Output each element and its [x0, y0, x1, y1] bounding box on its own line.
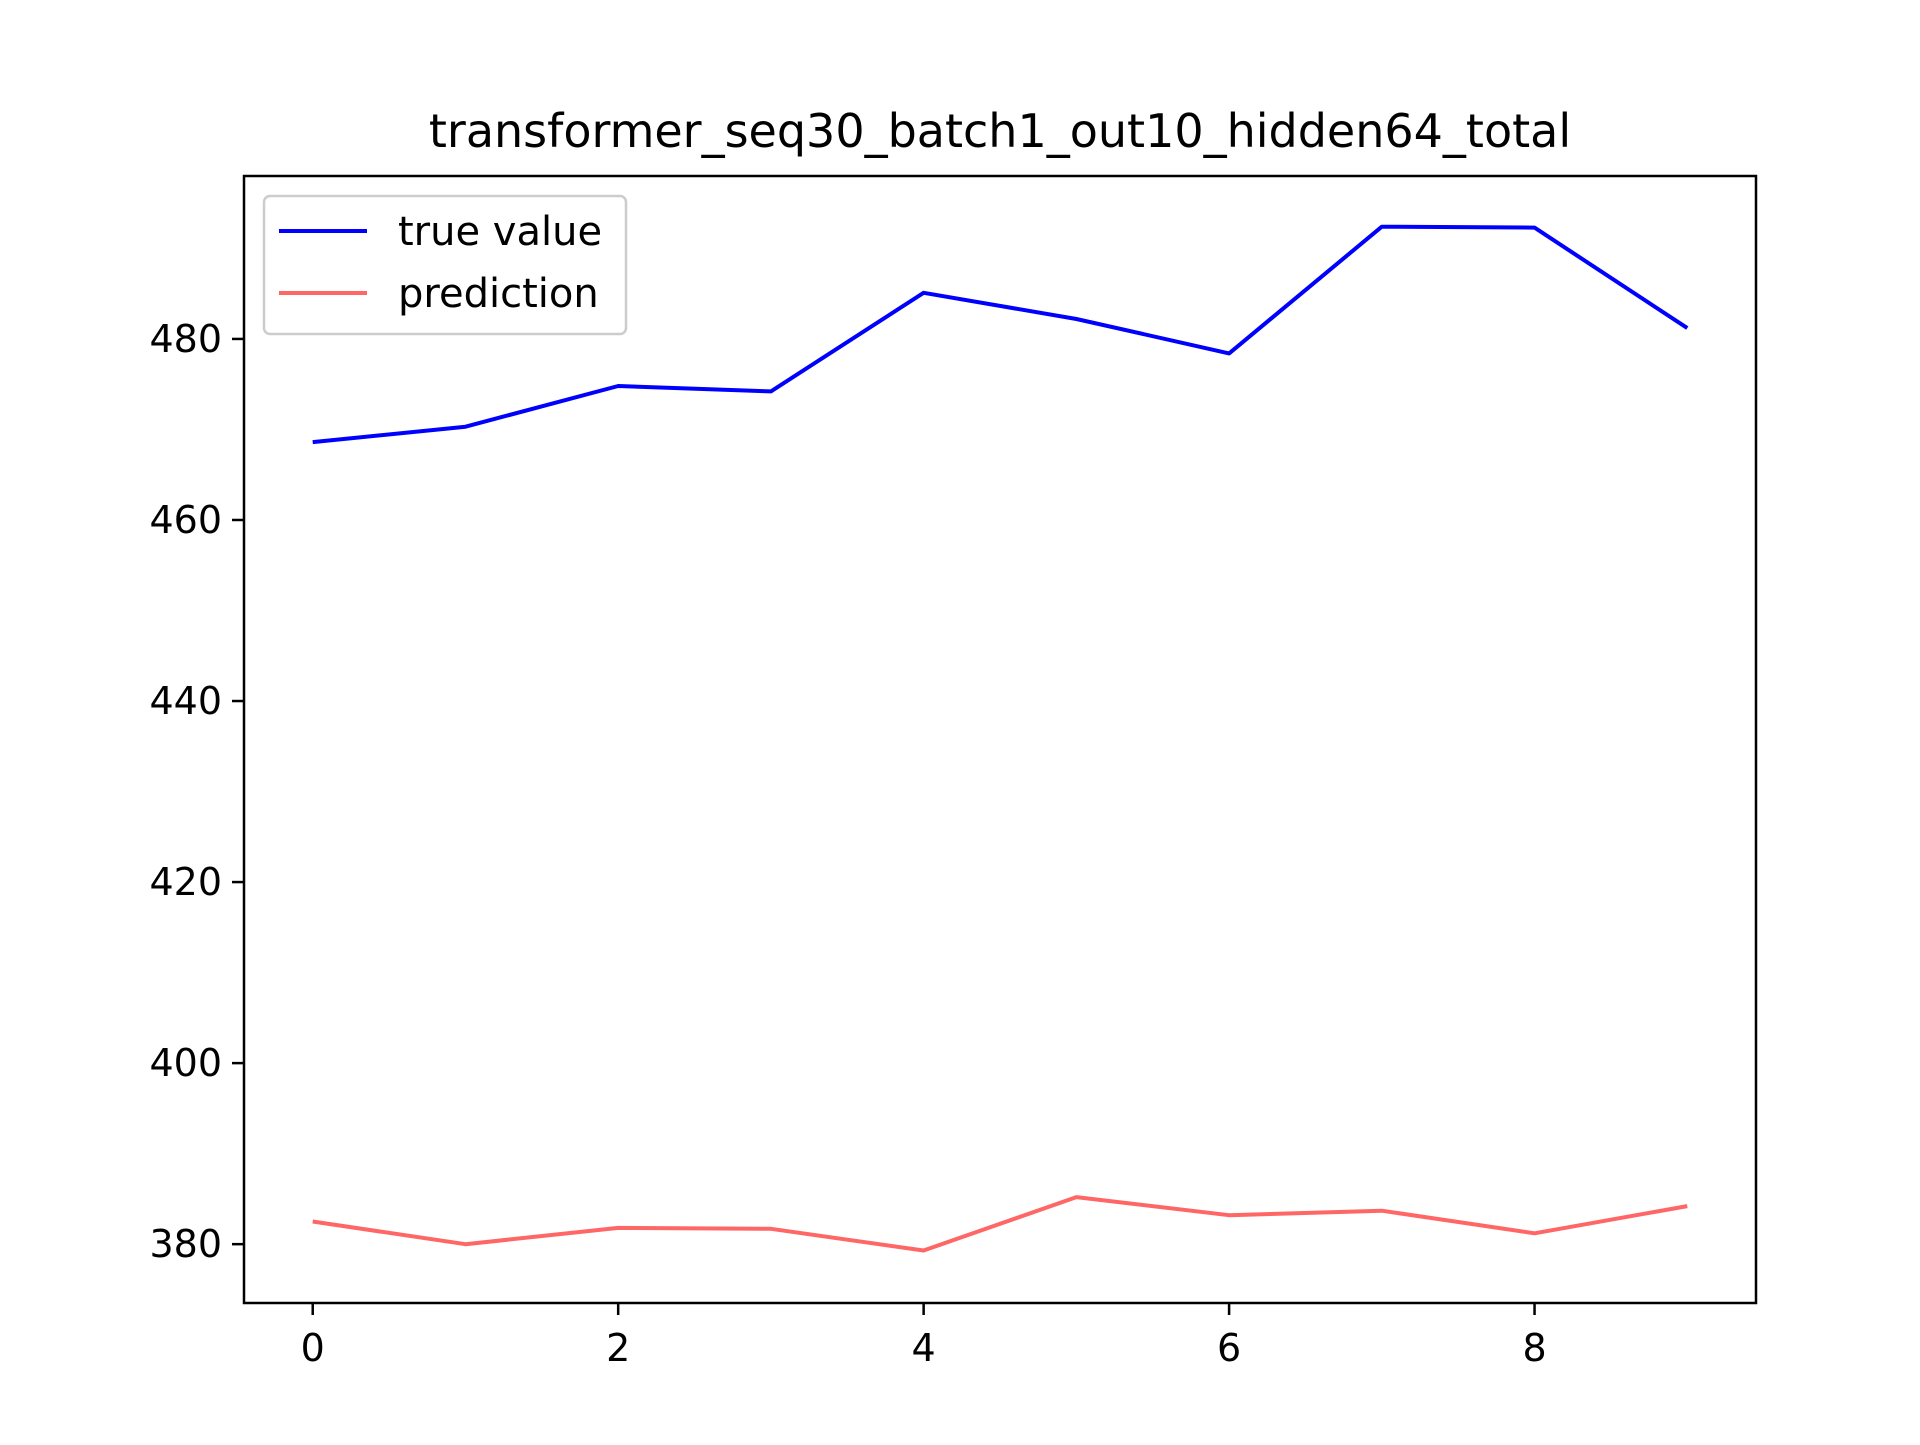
series-line-0: [312, 224, 1689, 445]
y-tick-label: 400: [149, 1041, 222, 1085]
y-tick-label: 420: [149, 860, 222, 904]
x-tick-label: 0: [301, 1326, 325, 1370]
y-tick-label: 380: [149, 1222, 222, 1266]
y-tick-label: 480: [149, 317, 222, 361]
axes-frame: [242, 174, 1758, 1305]
legend-label-0: true value: [398, 209, 602, 255]
x-tick-label: 4: [912, 1326, 936, 1370]
y-tick-label: 440: [149, 679, 222, 723]
x-tick-label: 2: [606, 1326, 630, 1370]
plot-area: [312, 224, 1689, 1253]
chart-title: transformer_seq30_batch1_out10_hidden64_…: [429, 104, 1571, 158]
axes: 0 2 4 6 8 380 400 420 440 460 480: [149, 317, 1546, 1370]
series-line-1: [312, 1195, 1688, 1253]
y-tick-label: 460: [149, 498, 222, 542]
x-tick-label: 6: [1217, 1326, 1241, 1370]
x-tick-label: 8: [1522, 1326, 1546, 1370]
legend: true value prediction: [262, 194, 628, 336]
legend-label-1: prediction: [398, 271, 599, 317]
